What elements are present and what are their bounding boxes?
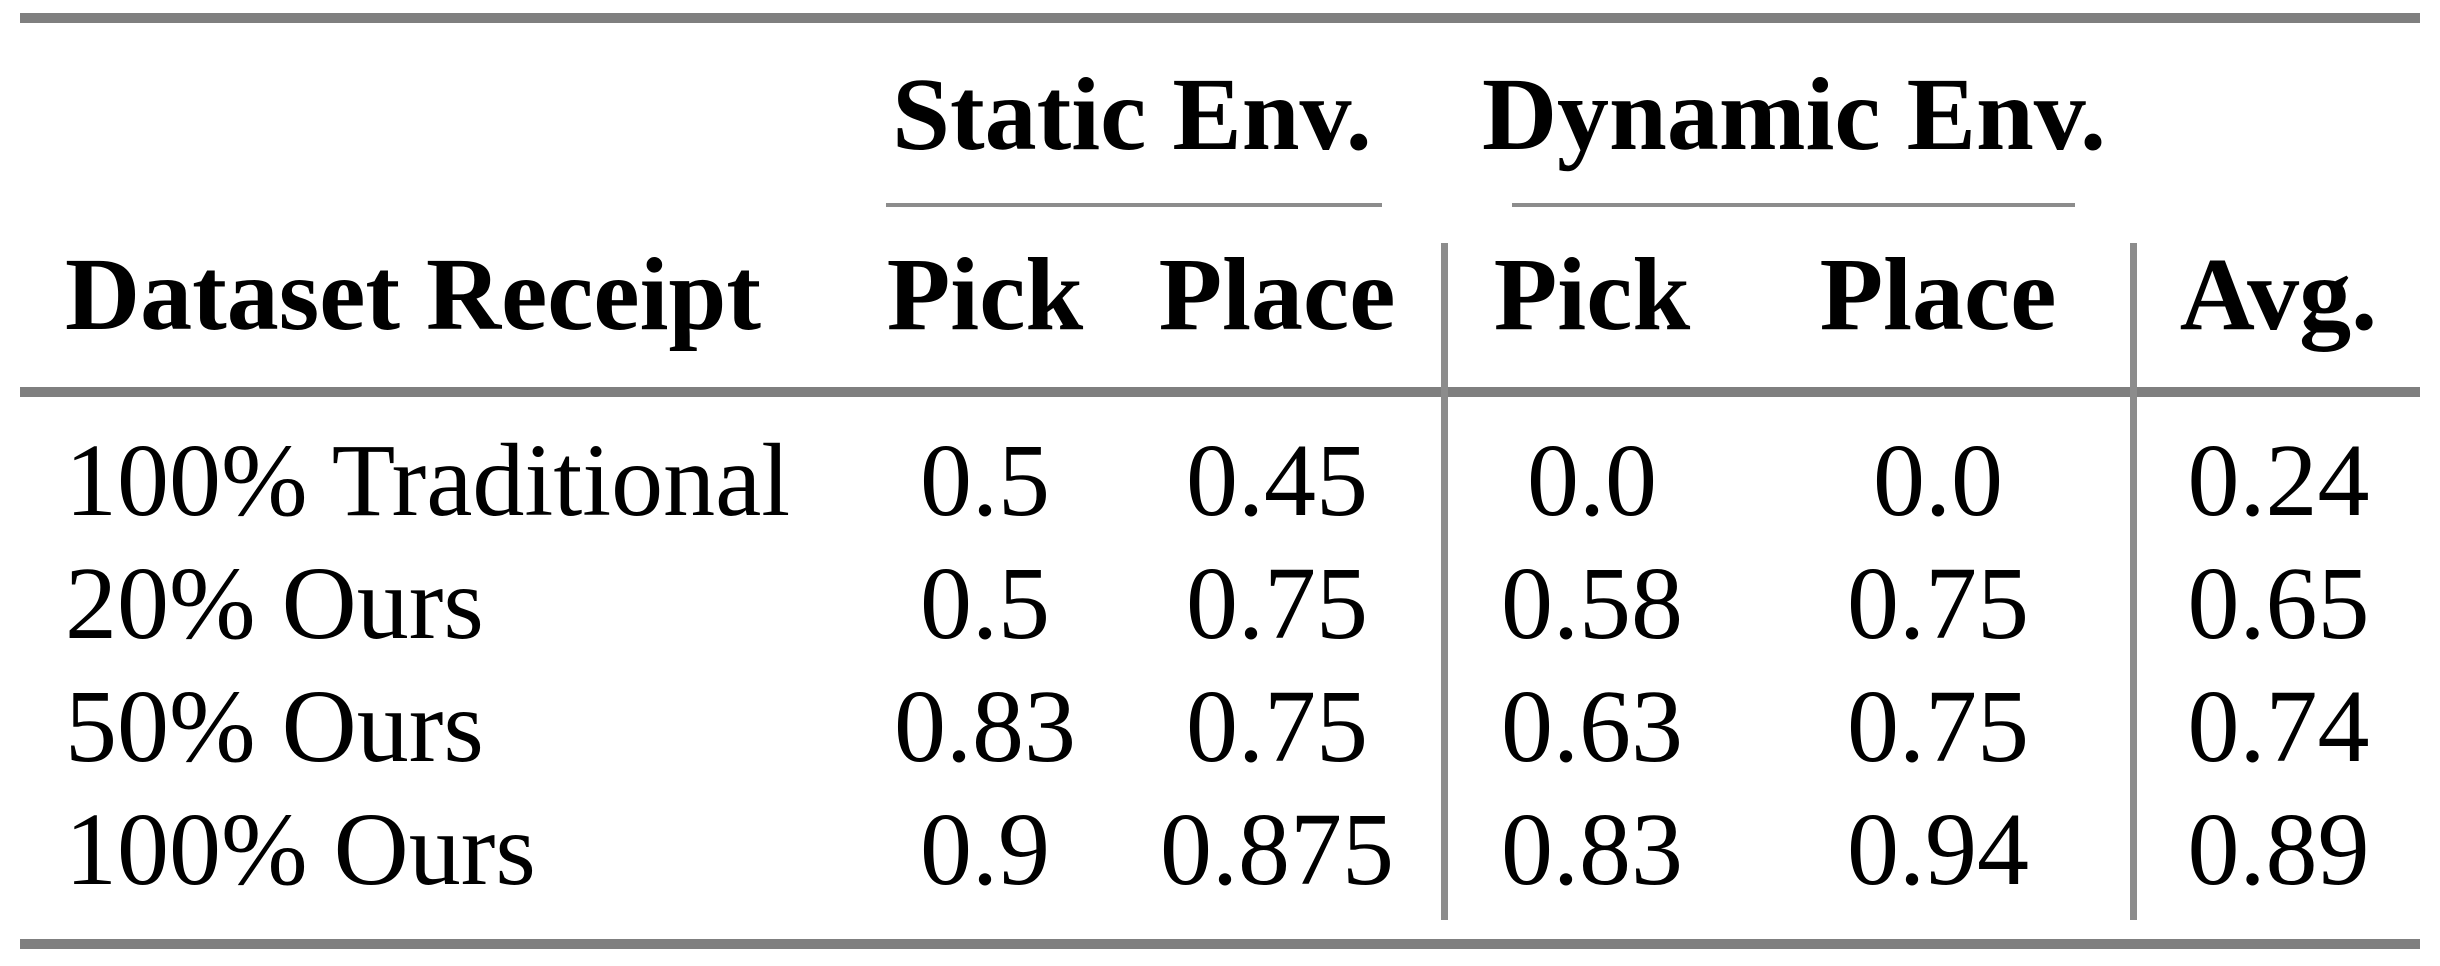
cell-avg: 0.24 <box>2187 423 2370 538</box>
table-row: 100% Traditional 0.5 0.45 0.0 0.0 0.24 <box>0 420 2440 542</box>
cell-static-place: 0.875 <box>1160 792 1394 907</box>
col-header-static-pick: Pick <box>886 237 1084 352</box>
vertical-separator-dynamic-avg <box>2130 243 2137 920</box>
cell-dynamic-place: 0.94 <box>1847 792 2029 907</box>
cell-dynamic-pick: 0.58 <box>1501 546 1683 661</box>
col-header-static-place: Place <box>1158 237 1396 352</box>
cell-dynamic-pick: 0.0 <box>1527 423 1657 538</box>
vertical-separator-static-dynamic <box>1441 243 1448 920</box>
dynamic-env-cmidrule <box>1512 203 2075 207</box>
cell-static-place: 0.45 <box>1186 423 1368 538</box>
col-header-avg: Avg. <box>2179 237 2378 352</box>
cell-dynamic-pick: 0.63 <box>1501 669 1683 784</box>
table-row: 20% Ours 0.5 0.75 0.58 0.75 0.65 <box>0 543 2440 665</box>
column-group-dynamic-env: Dynamic Env. <box>1481 57 2107 172</box>
row-label: 50% Ours <box>65 669 484 784</box>
cell-static-pick: 0.9 <box>920 792 1050 907</box>
cell-avg: 0.65 <box>2187 546 2370 661</box>
cell-static-pick: 0.5 <box>920 546 1050 661</box>
table-top-rule <box>20 13 2420 23</box>
cell-dynamic-pick: 0.83 <box>1501 792 1683 907</box>
row-label: 20% Ours <box>65 546 484 661</box>
row-label: 100% Traditional <box>65 423 791 538</box>
column-group-row: Static Env. Dynamic Env. <box>0 40 2440 190</box>
cell-static-pick: 0.5 <box>920 423 1050 538</box>
cell-dynamic-place: 0.75 <box>1847 669 2029 784</box>
table-bottom-rule <box>20 939 2420 949</box>
cell-avg: 0.89 <box>2187 792 2370 907</box>
table-row: 50% Ours 0.83 0.75 0.63 0.75 0.74 <box>0 666 2440 788</box>
cell-dynamic-place: 0.0 <box>1873 423 2003 538</box>
cell-static-pick: 0.83 <box>894 669 1076 784</box>
column-header-row: Dataset Receipt Pick Place Pick Place Av… <box>0 225 2440 365</box>
row-label: 100% Ours <box>65 792 536 907</box>
cell-avg: 0.74 <box>2187 669 2370 784</box>
column-group-static-env: Static Env. <box>892 57 1372 172</box>
cell-static-place: 0.75 <box>1186 669 1368 784</box>
col-header-dataset-receipt: Dataset Receipt <box>65 237 761 352</box>
static-env-cmidrule <box>886 203 1382 207</box>
cell-static-place: 0.75 <box>1186 546 1368 661</box>
col-header-dynamic-place: Place <box>1819 237 2057 352</box>
table-header-rule <box>20 387 2420 397</box>
table-row: 100% Ours 0.9 0.875 0.83 0.94 0.89 <box>0 789 2440 911</box>
col-header-dynamic-pick: Pick <box>1493 237 1691 352</box>
cell-dynamic-place: 0.75 <box>1847 546 2029 661</box>
